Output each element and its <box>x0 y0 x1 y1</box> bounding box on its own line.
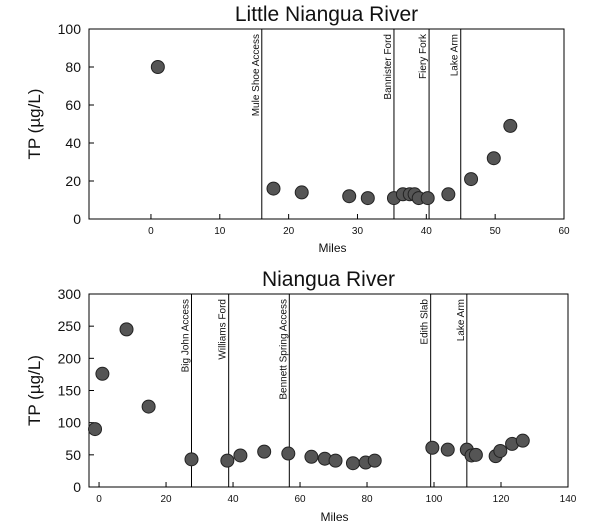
data-point <box>441 187 456 202</box>
y-tick-label: 200 <box>58 350 82 366</box>
data-point <box>342 189 357 204</box>
data-point <box>294 185 309 200</box>
y-tick-label: 100 <box>58 21 82 37</box>
data-point <box>233 448 248 463</box>
data-point <box>184 452 199 467</box>
data-point <box>304 449 319 464</box>
annotation-label: Big John Access <box>180 299 191 372</box>
x-tick-label: 50 <box>490 226 502 237</box>
x-tick-label: 100 <box>426 494 443 505</box>
data-point <box>88 422 103 437</box>
data-point <box>440 442 455 457</box>
data-point <box>95 366 110 381</box>
y-tick-label: 50 <box>65 447 81 463</box>
y-tick-label: 40 <box>65 135 81 151</box>
chart-title: Niangua River <box>262 268 395 291</box>
annotation-label: Williams Ford <box>218 299 229 360</box>
y-axis-label: TP (µg/L) <box>25 355 44 426</box>
annotation-label: Lake Arm <box>450 34 461 76</box>
data-point <box>468 447 483 462</box>
chart-1: Little Niangua River 0 20 40 60 80 100 0 10 20 30 4… <box>25 3 570 255</box>
annotation-label: Fiery Fork <box>418 33 429 79</box>
data-point <box>150 60 165 74</box>
data-point <box>220 453 235 468</box>
plot-frame <box>88 28 565 220</box>
data-point <box>367 453 382 468</box>
x-tick-label: 0 <box>148 226 154 237</box>
x-tick-label: 10 <box>214 226 226 237</box>
annotation-label: Bennett Spring Access <box>278 299 289 400</box>
x-tick-label: 30 <box>352 226 364 237</box>
x-tick-label: 80 <box>361 494 373 505</box>
x-tick-label: 20 <box>160 494 172 505</box>
x-tick-label: 0 <box>96 494 102 505</box>
annotation-label: Edith Slab <box>420 299 431 345</box>
data-point <box>257 444 272 459</box>
x-tick-label: 40 <box>227 494 239 505</box>
chart-title: Little Niangua River <box>235 3 418 26</box>
data-point <box>266 181 281 196</box>
y-tick-label: 0 <box>73 211 81 227</box>
data-point <box>464 172 479 187</box>
data-point <box>360 191 375 206</box>
x-axis-label: Miles <box>320 510 348 524</box>
data-point <box>486 151 501 166</box>
data-point <box>425 440 440 455</box>
data-point <box>141 399 156 414</box>
y-tick-label: 300 <box>58 286 82 302</box>
annotation-label: Bannister Ford <box>383 34 394 100</box>
data-point <box>420 191 435 206</box>
x-tick-label: 60 <box>558 226 570 237</box>
y-axis-label: TP (µg/L) <box>25 89 44 160</box>
data-point <box>328 453 343 468</box>
y-tick-label: 150 <box>58 383 82 399</box>
y-tick-label: 250 <box>58 318 82 334</box>
annotation-label: Lake Arm <box>456 299 467 341</box>
data-point <box>119 322 134 337</box>
x-tick-label: 60 <box>294 494 306 505</box>
y-tick-label: 0 <box>73 479 81 495</box>
annotation-label: Mule Shoe Access <box>251 34 262 116</box>
data-point <box>493 443 508 458</box>
x-tick-label: 20 <box>283 226 295 237</box>
data-point <box>503 118 518 133</box>
x-tick-label: 40 <box>421 226 433 237</box>
x-tick-label: 120 <box>493 494 510 505</box>
data-point <box>345 456 360 471</box>
y-tick-label: 80 <box>65 59 81 75</box>
x-tick-label: 140 <box>560 494 577 505</box>
x-axis-label: Miles <box>318 241 346 255</box>
data-point <box>515 433 530 448</box>
y-tick-label: 20 <box>65 173 81 189</box>
chart-2: Niangua River 0 50 100 150 200 250 300 0 20 40 60 80… <box>25 268 577 524</box>
y-tick-label: 100 <box>58 415 82 431</box>
data-point <box>281 446 296 461</box>
y-tick-label: 60 <box>65 97 81 113</box>
